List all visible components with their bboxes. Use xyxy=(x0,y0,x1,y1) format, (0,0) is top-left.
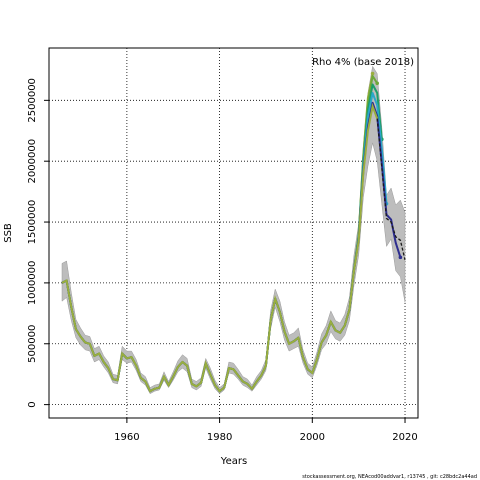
x-axis-title: Years xyxy=(220,456,247,467)
series-lines xyxy=(61,71,406,393)
series-line-2015 xyxy=(61,83,383,393)
confidence-band xyxy=(61,65,406,395)
y-tick-label: 1500000 xyxy=(27,200,38,245)
x-tick-label: 1980 xyxy=(207,432,232,443)
series-endpoint-2014 xyxy=(375,81,380,86)
y-axis: 0 500000 1000000 1500000 2000000 2500000 xyxy=(27,78,49,408)
series-line-2016 xyxy=(61,92,388,393)
x-tick-label: 1960 xyxy=(114,432,139,443)
series-line-overlap xyxy=(61,102,379,393)
y-tick-label: 1000000 xyxy=(27,261,38,306)
x-tick-label: 2000 xyxy=(300,432,325,443)
y-tick-label: 2000000 xyxy=(27,139,38,184)
x-tick-label: 2020 xyxy=(392,432,417,443)
series-line-2017 xyxy=(61,101,402,393)
y-tick-label: 500000 xyxy=(27,325,38,363)
y-axis-title: SSB xyxy=(3,223,14,243)
series-endpoint-2013 xyxy=(370,71,375,76)
x-axis: 1960 1980 2000 2020 xyxy=(114,418,418,443)
footer-credit: stockassessment.org, NEAcod00addvar1, r1… xyxy=(302,474,477,480)
series-line-2018 xyxy=(61,104,406,393)
plot-frame xyxy=(48,47,419,419)
y-tick-label: 2500000 xyxy=(27,78,38,123)
rho-annotation: Rho 4% (base 2018) xyxy=(312,57,414,68)
series-endpoint-2017 xyxy=(398,255,403,260)
y-tick-label: 0 xyxy=(27,401,38,407)
